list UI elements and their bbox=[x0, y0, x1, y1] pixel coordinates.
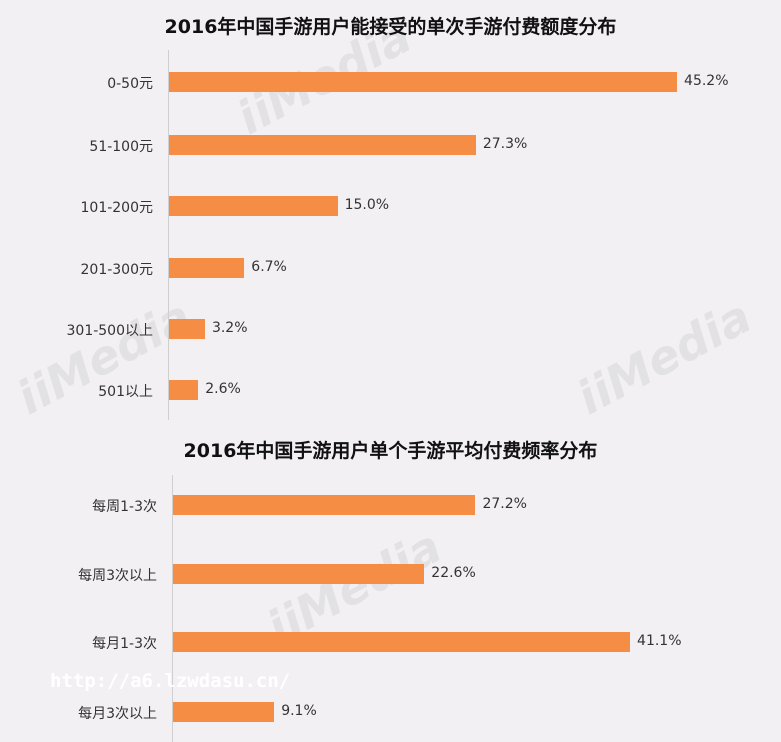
category-label: 每月1-3次 bbox=[92, 636, 157, 652]
bar bbox=[169, 135, 476, 155]
data-label: 15.0% bbox=[344, 197, 390, 213]
category-label: 51-100元 bbox=[89, 139, 153, 155]
data-label: 22.6% bbox=[431, 565, 476, 581]
bar bbox=[169, 258, 245, 278]
category-label: 101-200元 bbox=[80, 200, 154, 216]
category-label: 每月3次以上 bbox=[78, 706, 157, 722]
watermark-logo: iiMedia bbox=[8, 288, 200, 426]
bar bbox=[173, 564, 425, 584]
bar bbox=[169, 319, 205, 339]
category-label: 每周3次以上 bbox=[78, 568, 157, 584]
data-label: 27.3% bbox=[482, 136, 528, 152]
category-label: 501以上 bbox=[98, 384, 153, 400]
bar bbox=[169, 380, 199, 400]
y-axis-line bbox=[172, 475, 173, 742]
category-label: 0-50元 bbox=[107, 76, 153, 92]
watermark-url: http://a6.lzwdasu.cn/ bbox=[50, 670, 291, 692]
data-label: 9.1% bbox=[281, 703, 317, 719]
data-label: 45.2% bbox=[684, 73, 729, 89]
data-label: 6.7% bbox=[251, 259, 287, 275]
bar bbox=[173, 632, 631, 652]
bar bbox=[173, 702, 275, 722]
category-label: 301-500以上 bbox=[66, 323, 154, 339]
bar bbox=[169, 196, 338, 216]
category-label: 每周1-3次 bbox=[92, 499, 157, 515]
data-label: 41.1% bbox=[637, 633, 682, 649]
watermark-logo: iiMedia bbox=[568, 288, 760, 426]
bar bbox=[169, 72, 678, 92]
chart-title: 2016年中国手游用户单个手游平均付费频率分布 bbox=[183, 440, 598, 462]
category-label: 201-300元 bbox=[80, 262, 154, 278]
chart-title: 2016年中国手游用户能接受的单次手游付费额度分布 bbox=[164, 16, 617, 38]
data-label: 27.2% bbox=[482, 496, 527, 512]
data-label: 2.6% bbox=[205, 381, 241, 397]
bar bbox=[173, 495, 476, 515]
data-label: 3.2% bbox=[211, 320, 248, 336]
y-axis-line bbox=[168, 50, 169, 420]
